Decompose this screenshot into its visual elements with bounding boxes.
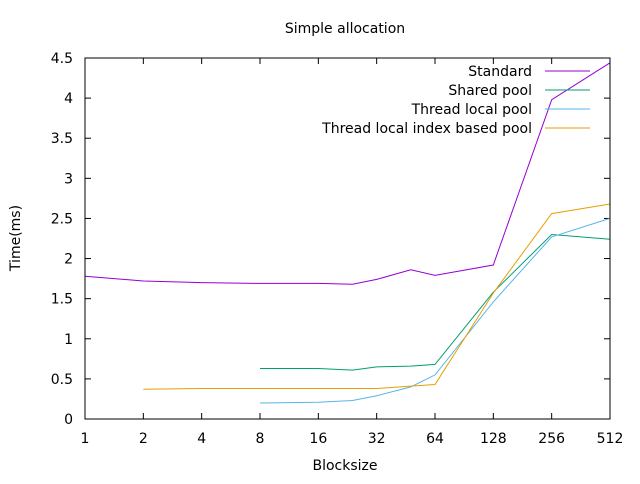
y-tick-label: 4.5	[51, 51, 73, 67]
y-tick-label: 4	[64, 91, 73, 107]
series-line-3	[259, 217, 611, 404]
series-line-4	[143, 203, 611, 390]
x-tick-label: 8	[256, 431, 265, 447]
y-tick-label: 2.5	[51, 211, 73, 227]
y-tick-label: 3.5	[51, 131, 73, 147]
y-tick-label: 1	[64, 332, 73, 348]
x-tick-label: 1	[81, 431, 90, 447]
legend: Standard Shared pool Thread local pool Thre…	[321, 64, 590, 137]
x-tick-label: 2	[139, 431, 148, 447]
x-tick-label: 4	[197, 431, 206, 447]
y-tick-label: 1.5	[51, 292, 73, 308]
x-tick-label: 256	[538, 431, 565, 447]
legend-label: Standard	[468, 64, 532, 80]
series-layer	[84, 62, 611, 404]
y-tick-label: 0.5	[51, 372, 73, 388]
x-axis-label: Blocksize	[312, 458, 377, 474]
y-axis-label: Time(ms)	[8, 205, 24, 272]
legend-label: Thread local pool	[411, 102, 532, 118]
x-tick-label: 16	[309, 431, 327, 447]
series-line-2	[260, 233, 611, 371]
plot-area: 1 2 4 8 16 32 64 128 256 512 0 0.5 1 1.5 2 2.5 3 3.5 4 4.5	[51, 51, 624, 447]
y-tick-label: 3	[64, 171, 73, 187]
y-tick-label: 0	[64, 412, 73, 428]
x-tick-label: 512	[597, 431, 624, 447]
y-tick-label: 2	[64, 252, 73, 268]
plot-frame	[84, 57, 611, 420]
x-tick-label: 128	[480, 431, 507, 447]
chart-title: Simple allocation	[285, 21, 405, 37]
x-tick-label: 64	[426, 431, 444, 447]
legend-label: Thread local index based pool	[321, 121, 532, 137]
series-line-1	[84, 62, 611, 285]
x-tick-label: 32	[368, 431, 386, 447]
legend-label: Shared pool	[448, 83, 532, 99]
